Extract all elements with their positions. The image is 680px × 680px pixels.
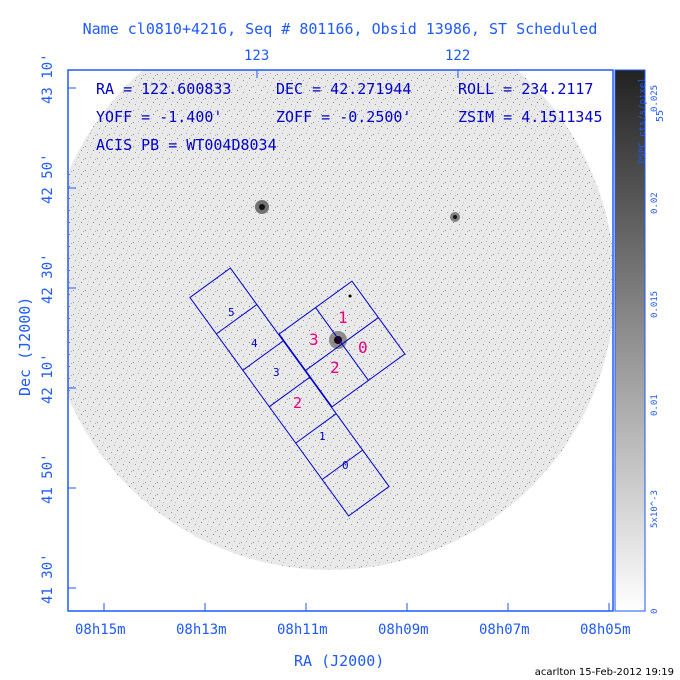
chip-label: 2: [293, 394, 303, 412]
colorbar-tick: 5x10^-3: [650, 490, 660, 528]
top-tick-label: 122: [445, 48, 471, 64]
y-axis-label: Dec (J2000): [16, 296, 34, 396]
ra-tick-label: 08h07m: [479, 622, 530, 638]
info-yoff: YOFF = -1.400': [96, 108, 223, 126]
colorbar-tick: 0.015: [650, 290, 660, 318]
dec-tick-label: 41 30': [40, 553, 56, 604]
acis-s-array: [189, 267, 390, 517]
ra-tick-label: 08h05m: [580, 622, 631, 638]
x-axis-label: RA (J2000): [294, 652, 385, 670]
info-dec: DEC = 42.271944: [276, 80, 412, 98]
chip-label: 4: [251, 337, 258, 350]
chip-label: 0: [358, 338, 368, 357]
dec-tick-label: 41 50': [40, 453, 56, 504]
info-zsim: ZSIM = 4.1511345: [458, 108, 603, 126]
dec-tick-label: 42 10': [40, 353, 56, 404]
info-zoff: ZOFF = -0.2500': [276, 108, 412, 126]
chip-label: 1: [319, 430, 326, 443]
chip-label: 1: [338, 308, 348, 327]
colorbar-tick: 0: [650, 608, 660, 614]
plot-title: Name cl0810+4216, Seq # 801166, Obsid 13…: [82, 20, 598, 38]
top-tick-label: 123: [244, 48, 270, 64]
footer-timestamp: acarlton 15-Feb-2012 19:19: [534, 667, 674, 678]
info-roll: ROLL = 234.2117: [458, 80, 594, 98]
colorbar-tick: 0.02: [650, 192, 660, 214]
ra-tick-label: 08h13m: [176, 622, 227, 638]
chip-label: 5: [228, 306, 235, 319]
acis-i-array: [278, 280, 406, 408]
ra-tick-label: 08h09m: [378, 622, 429, 638]
info-ra: RA = 122.600833: [96, 80, 232, 98]
colorbar-title: PSPC cts/s/pixel: [638, 77, 648, 164]
ra-tick-label: 08h11m: [277, 622, 328, 638]
chip-label: 2: [330, 358, 340, 377]
sky-field: [68, 70, 613, 611]
chip-label: 3: [273, 366, 280, 379]
colorbar: [615, 70, 645, 611]
ra-tick-label: 08h15m: [75, 622, 126, 638]
dec-tick-label: 43 10': [40, 53, 56, 104]
dec-tick-label: 42 30': [40, 253, 56, 304]
colorbar-tick: 0.025: [650, 84, 660, 112]
info-acis: ACIS PB = WT004D8034: [96, 136, 277, 154]
chip-label: 0: [342, 459, 349, 472]
chip-label: 3: [309, 330, 319, 349]
colorbar-tick: 0.01: [650, 394, 660, 416]
dec-tick-label: 42 50': [40, 153, 56, 204]
